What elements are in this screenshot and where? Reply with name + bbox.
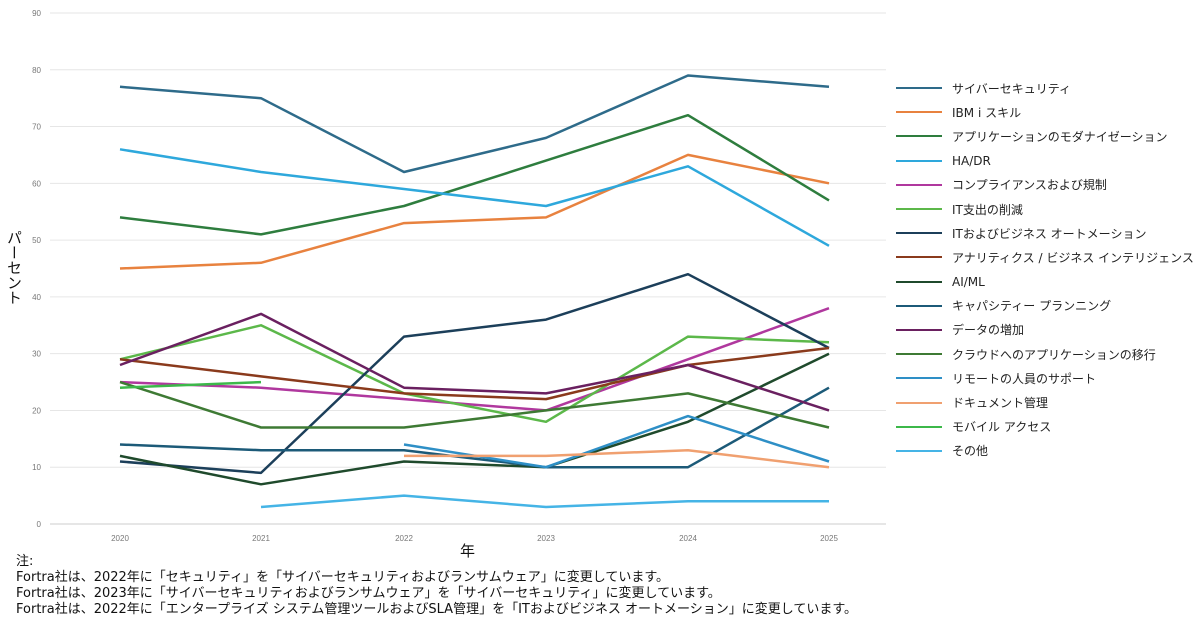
legend-item: アナリティクス / ビジネス インテリジェンス — [896, 245, 1194, 269]
note-line-1: Fortra社は、2022年に「セキュリティ」を「サイバーセキュリティおよびラン… — [16, 570, 670, 585]
legend-item: アプリケーションのモダナイゼーション — [896, 124, 1194, 148]
chart-legend: サイバーセキュリティ IBM i スキルアプリケーションのモダナイゼーション HA/… — [896, 76, 1194, 463]
legend-label: HA/DR — [952, 153, 991, 168]
y-axis-label: パーセント — [5, 230, 23, 305]
legend-swatch — [896, 449, 942, 452]
x-tick-label: 2021 — [252, 534, 270, 543]
series-line-2 — [119, 153, 830, 270]
legend-item: キャパシティー プランニング — [896, 294, 1194, 318]
y-tick-label: 30 — [32, 350, 41, 359]
legend-swatch — [896, 353, 942, 356]
y-tick-label: 90 — [32, 9, 41, 18]
series-line-5 — [119, 307, 830, 412]
notes-section: 注: Fortra社は、2022年に「セキュリティ」を「サイバーセキュリティおよ… — [16, 554, 857, 618]
y-tick-label: 50 — [32, 236, 41, 245]
series-line-3 — [119, 113, 830, 236]
series-line-6 — [119, 324, 830, 424]
y-tick-label: 10 — [32, 463, 41, 472]
y-tick-label: 70 — [32, 123, 41, 132]
y-tick-label: 0 — [37, 520, 42, 529]
legend-item: HA/DR — [896, 149, 1194, 173]
legend-item: ITおよびビジネス オートメーション — [896, 221, 1194, 245]
legend-swatch — [896, 111, 942, 114]
x-tick-label: 2022 — [395, 534, 413, 543]
y-tick-label: 60 — [32, 179, 41, 188]
legend-item: IT支出の削減 — [896, 197, 1194, 221]
legend-label: IBM i スキル — [952, 105, 1022, 120]
legend-label: コンプライアンスおよび規制 — [952, 178, 1107, 193]
legend-item: AI/ML — [896, 270, 1194, 294]
legend-swatch — [896, 280, 942, 283]
y-tick-label: 40 — [32, 293, 41, 302]
legend-label: モバイル アクセス — [952, 420, 1052, 435]
series-line-16 — [260, 494, 829, 509]
legend-item: データの増加 — [896, 318, 1194, 342]
legend-label: その他 — [952, 444, 989, 459]
x-axis-label: 年 — [460, 542, 476, 560]
legend-label: クラウドへのアプリケーションの移行 — [952, 347, 1156, 362]
legend-swatch — [896, 135, 942, 138]
series-line-7 — [119, 272, 830, 475]
legend-swatch — [896, 401, 942, 404]
legend-label: AI/ML — [952, 274, 985, 289]
legend-label: ドキュメント管理 — [952, 396, 1049, 411]
x-tick-label: 2025 — [820, 534, 838, 543]
series-line-8 — [119, 346, 830, 401]
x-tick-label: 2024 — [679, 534, 697, 543]
legend-item: ドキュメント管理 — [896, 390, 1194, 414]
notes-heading: 注: — [16, 554, 34, 569]
legend-item: モバイル アクセス — [896, 415, 1194, 439]
legend-label: IT支出の削減 — [952, 202, 1023, 217]
legend-swatch — [896, 425, 942, 428]
legend-item: クラウドへのアプリケーションの移行 — [896, 342, 1194, 366]
note-line-2: Fortra社は、2023年に「サイバーセキュリティおよびランサムウェア」を「サ… — [16, 586, 721, 601]
series-line-1 — [119, 74, 830, 174]
x-tick-label: 2023 — [537, 534, 555, 543]
y-tick-label: 80 — [32, 66, 41, 75]
series-line-4 — [119, 148, 830, 247]
note-line-3: Fortra社は、2022年に「エンタープライズ システム管理ツールおよびSLA… — [16, 602, 858, 617]
legend-item: その他 — [896, 439, 1194, 463]
legend-item: サイバーセキュリティ — [896, 76, 1194, 100]
series-line-9 — [119, 352, 830, 486]
legend-swatch — [896, 208, 942, 211]
legend-item: コンプライアンスおよび規制 — [896, 173, 1194, 197]
series-line-11 — [119, 312, 830, 412]
legend-swatch — [896, 256, 942, 259]
legend-swatch — [896, 183, 942, 186]
legend-swatch — [896, 328, 942, 331]
legend-label: データの増加 — [952, 323, 1025, 338]
series-line-12 — [119, 380, 830, 429]
legend-label: サイバーセキュリティ — [952, 81, 1072, 96]
legend-label: アプリケーションのモダナイゼーション — [952, 129, 1168, 144]
legend-swatch — [896, 87, 942, 90]
series-line-15 — [119, 380, 262, 389]
legend-label: リモートの人員のサポート — [952, 371, 1097, 386]
legend-item: IBM i スキル — [896, 100, 1194, 124]
legend-swatch — [896, 159, 942, 162]
legend-swatch — [896, 304, 942, 307]
legend-label: アナリティクス / ビジネス インテリジェンス — [952, 250, 1194, 265]
legend-swatch — [896, 377, 942, 380]
legend-label: ITおよびビジネス オートメーション — [952, 226, 1147, 241]
x-tick-label: 2020 — [111, 534, 129, 543]
legend-item: リモートの人員のサポート — [896, 366, 1194, 390]
series-line-14 — [404, 448, 830, 469]
legend-swatch — [896, 232, 942, 235]
y-tick-label: 20 — [32, 406, 41, 415]
legend-label: キャパシティー プランニング — [952, 299, 1112, 314]
